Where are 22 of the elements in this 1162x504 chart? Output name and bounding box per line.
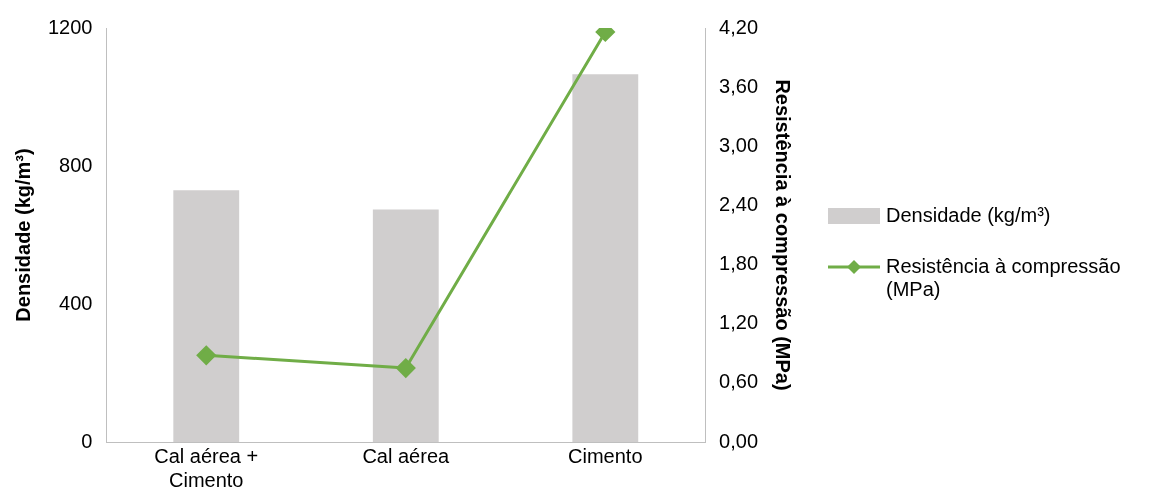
y2-tick-label: 4,20 [719, 15, 759, 38]
y-tick-label: 1200 [47, 15, 93, 38]
x-tick-label: Cal aérea [362, 444, 451, 467]
y-tick-label: 0 [81, 429, 93, 452]
y-tick-label: 800 [59, 153, 93, 176]
bar [572, 74, 639, 442]
y-axis-title: Densidade (kg/m³) [11, 148, 34, 322]
y2-tick-label: 3,60 [719, 74, 759, 97]
y-tick-label: 400 [59, 291, 93, 314]
legend-label: Resistência à compressão (MPa) [886, 254, 1122, 301]
y2-tick-label: 2,40 [719, 192, 759, 215]
y2-tick-label: 0,60 [719, 370, 759, 393]
y2-tick-label: 1,20 [719, 311, 759, 334]
y2-axis-title: Resistência à compressão (MPa) [772, 79, 795, 391]
legend-label: Densidade (kg/m³) [886, 203, 1051, 227]
bar [372, 209, 439, 442]
y2-tick-label: 3,00 [719, 133, 759, 156]
y2-tick-label: 1,80 [719, 252, 759, 275]
x-tick-label: Cal aérea + Cimento [154, 444, 259, 491]
bar [173, 190, 240, 442]
y2-tick-label: 0,00 [719, 429, 759, 452]
x-tick-label: Cimento [568, 444, 643, 467]
